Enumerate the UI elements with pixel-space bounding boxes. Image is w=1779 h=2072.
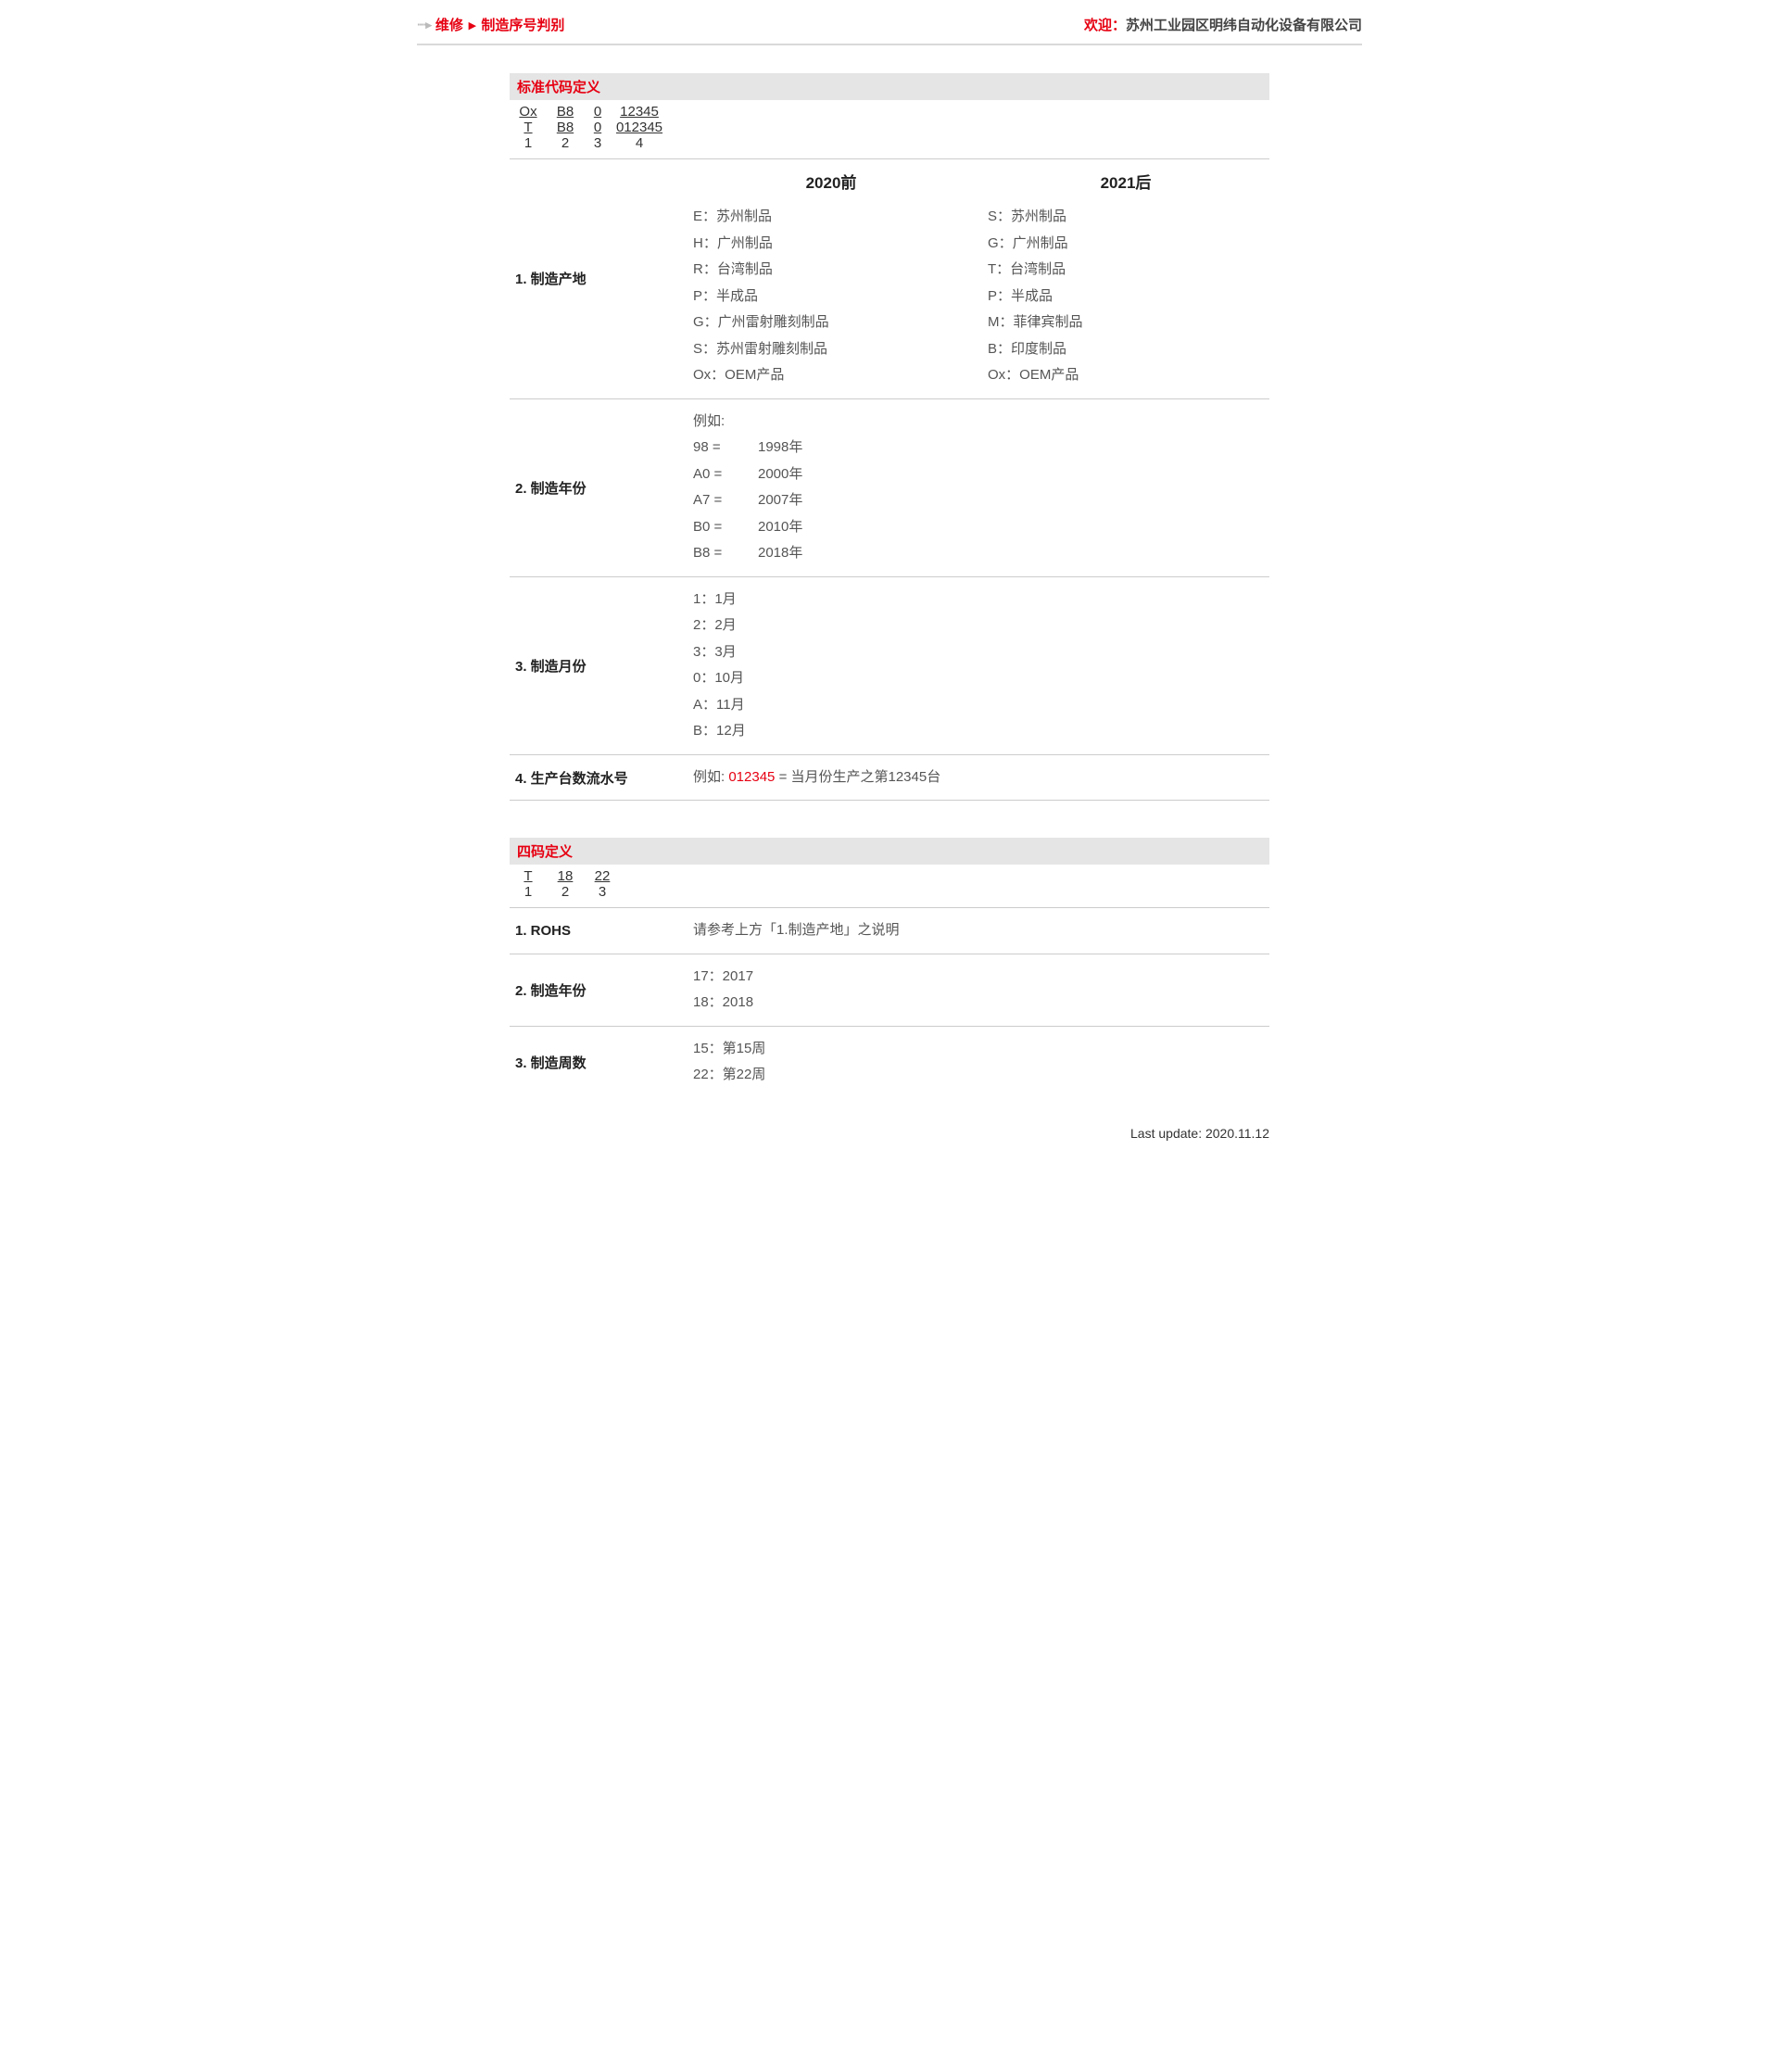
list-item: 15：第15周: [693, 1036, 1264, 1063]
code-cell: T: [510, 868, 547, 884]
code-cell: 22: [584, 868, 621, 884]
list-item: P：半成品: [988, 284, 1264, 310]
list-item: S：苏州制品: [988, 204, 1264, 231]
code-index: 3: [584, 884, 621, 900]
list-item: G：广州制品: [988, 231, 1264, 258]
fourcode-grid: T 18 22 1 2 3: [510, 865, 676, 907]
rohs-text: 请参考上方「1.制造产地」之说明: [688, 908, 1269, 954]
list-item: B：12月: [693, 718, 1264, 745]
section-title-fill: [691, 73, 1269, 100]
list-item: 0：10月: [693, 665, 1264, 692]
breadcrumb-link-repair[interactable]: 维修: [435, 15, 463, 34]
origin-left-list: E：苏州制品 H：广州制品 R：台湾制品 P：半成品 G：广州雷射雕刻制品 S：…: [693, 204, 969, 389]
list-item: A：11月: [693, 692, 1264, 719]
code-index: 1: [510, 135, 547, 151]
code-index: 2: [547, 135, 584, 151]
welcome-label: 欢迎：: [1084, 18, 1126, 33]
welcome-text: 欢迎：苏州工业园区明纬自动化设备有限公司: [1084, 15, 1362, 34]
year-code: B0 =: [693, 514, 749, 541]
list-item: B：印度制品: [988, 336, 1264, 363]
section-title-fourcode: 四码定义: [510, 838, 691, 865]
row-label-fc-week: 3. 制造周数: [510, 1026, 688, 1098]
origin-right-list: S：苏州制品 G：广州制品 T：台湾制品 P：半成品 M：菲律宾制品 B：印度制…: [988, 204, 1264, 389]
year-val: 2000年: [758, 461, 1264, 488]
code-cell: T: [510, 120, 547, 135]
breadcrumb: ····▸ 维修 ▸ 制造序号判别: [417, 15, 564, 34]
list-item: 1：1月: [693, 587, 1264, 613]
code-cell: 0: [584, 120, 612, 135]
standard-code-grid: Ox B8 0 12345 T B8 0 012345 1 2 3 4: [510, 100, 676, 158]
year-val: 1998年: [758, 435, 1264, 461]
list-item: M：菲律宾制品: [988, 310, 1264, 336]
list-item: P：半成品: [693, 284, 969, 310]
year-code: A7 =: [693, 487, 749, 514]
code-cell: B8: [547, 120, 584, 135]
row-label-year: 2. 制造年份: [510, 398, 688, 576]
list-item: 2：2月: [693, 613, 1264, 639]
list-item: H：广州制品: [693, 231, 969, 258]
list-item: Ox：OEM产品: [988, 362, 1264, 389]
fourcode-table: 1. ROHS 请参考上方「1.制造产地」之说明 2. 制造年份 17：2017…: [510, 907, 1269, 1098]
col-head-after2021: 2021后: [988, 169, 1264, 204]
last-update: Last update: 2020.11.12: [510, 1126, 1269, 1141]
row-label-rohs: 1. ROHS: [510, 908, 688, 954]
serial-suffix: = 当月份生产之第12345台: [775, 769, 940, 785]
code-cell: 12345: [612, 104, 667, 120]
section-title-standard: 标准代码定义: [510, 73, 691, 100]
section-title-fill: [691, 838, 1269, 865]
code-cell: 0: [584, 104, 612, 120]
list-item: S：苏州雷射雕刻制品: [693, 336, 969, 363]
code-cell: 18: [547, 868, 584, 884]
row-label-serial: 4. 生产台数流水号: [510, 754, 688, 801]
list-item: R：台湾制品: [693, 257, 969, 284]
code-index: 2: [547, 884, 584, 900]
top-bar: ····▸ 维修 ▸ 制造序号判别 欢迎：苏州工业园区明纬自动化设备有限公司: [417, 9, 1362, 45]
list-item: G：广州雷射雕刻制品: [693, 310, 969, 336]
year-intro: 例如:: [693, 409, 1264, 436]
standard-table: 1. 制造产地 2020前 2021后 E：苏州制品 H：广州制品 R：台湾制品…: [510, 158, 1269, 801]
row-label-month: 3. 制造月份: [510, 576, 688, 754]
year-val: 2007年: [758, 487, 1264, 514]
serial-code: 012345: [728, 769, 775, 785]
col-head-before2020: 2020前: [693, 169, 969, 204]
row-label-fc-year: 2. 制造年份: [510, 954, 688, 1026]
list-item: 3：3月: [693, 639, 1264, 666]
year-code: A0 =: [693, 461, 749, 488]
code-cell: 012345: [612, 120, 667, 135]
breadcrumb-sep-icon: ▸: [469, 17, 476, 33]
list-item: E：苏州制品: [693, 204, 969, 231]
list-item: 22：第22周: [693, 1062, 1264, 1089]
year-val: 2010年: [758, 514, 1264, 541]
year-val: 2018年: [758, 540, 1264, 567]
list-item: T：台湾制品: [988, 257, 1264, 284]
code-cell: B8: [547, 104, 584, 120]
list-item: 17：2017: [693, 964, 1264, 991]
year-code: B8 =: [693, 540, 749, 567]
row-label-origin: 1. 制造产地: [510, 159, 688, 399]
breadcrumb-link-serial[interactable]: 制造序号判别: [481, 15, 564, 34]
welcome-company: 苏州工业园区明纬自动化设备有限公司: [1126, 18, 1362, 33]
breadcrumb-arrow-icon: ····▸: [417, 18, 430, 32]
code-index: 3: [584, 135, 612, 151]
serial-prefix: 例如:: [693, 769, 728, 785]
code-cell: Ox: [510, 104, 547, 120]
code-index: 1: [510, 884, 547, 900]
list-item: 18：2018: [693, 990, 1264, 1017]
year-code: 98 =: [693, 435, 749, 461]
code-index: 4: [612, 135, 667, 151]
list-item: Ox：OEM产品: [693, 362, 969, 389]
